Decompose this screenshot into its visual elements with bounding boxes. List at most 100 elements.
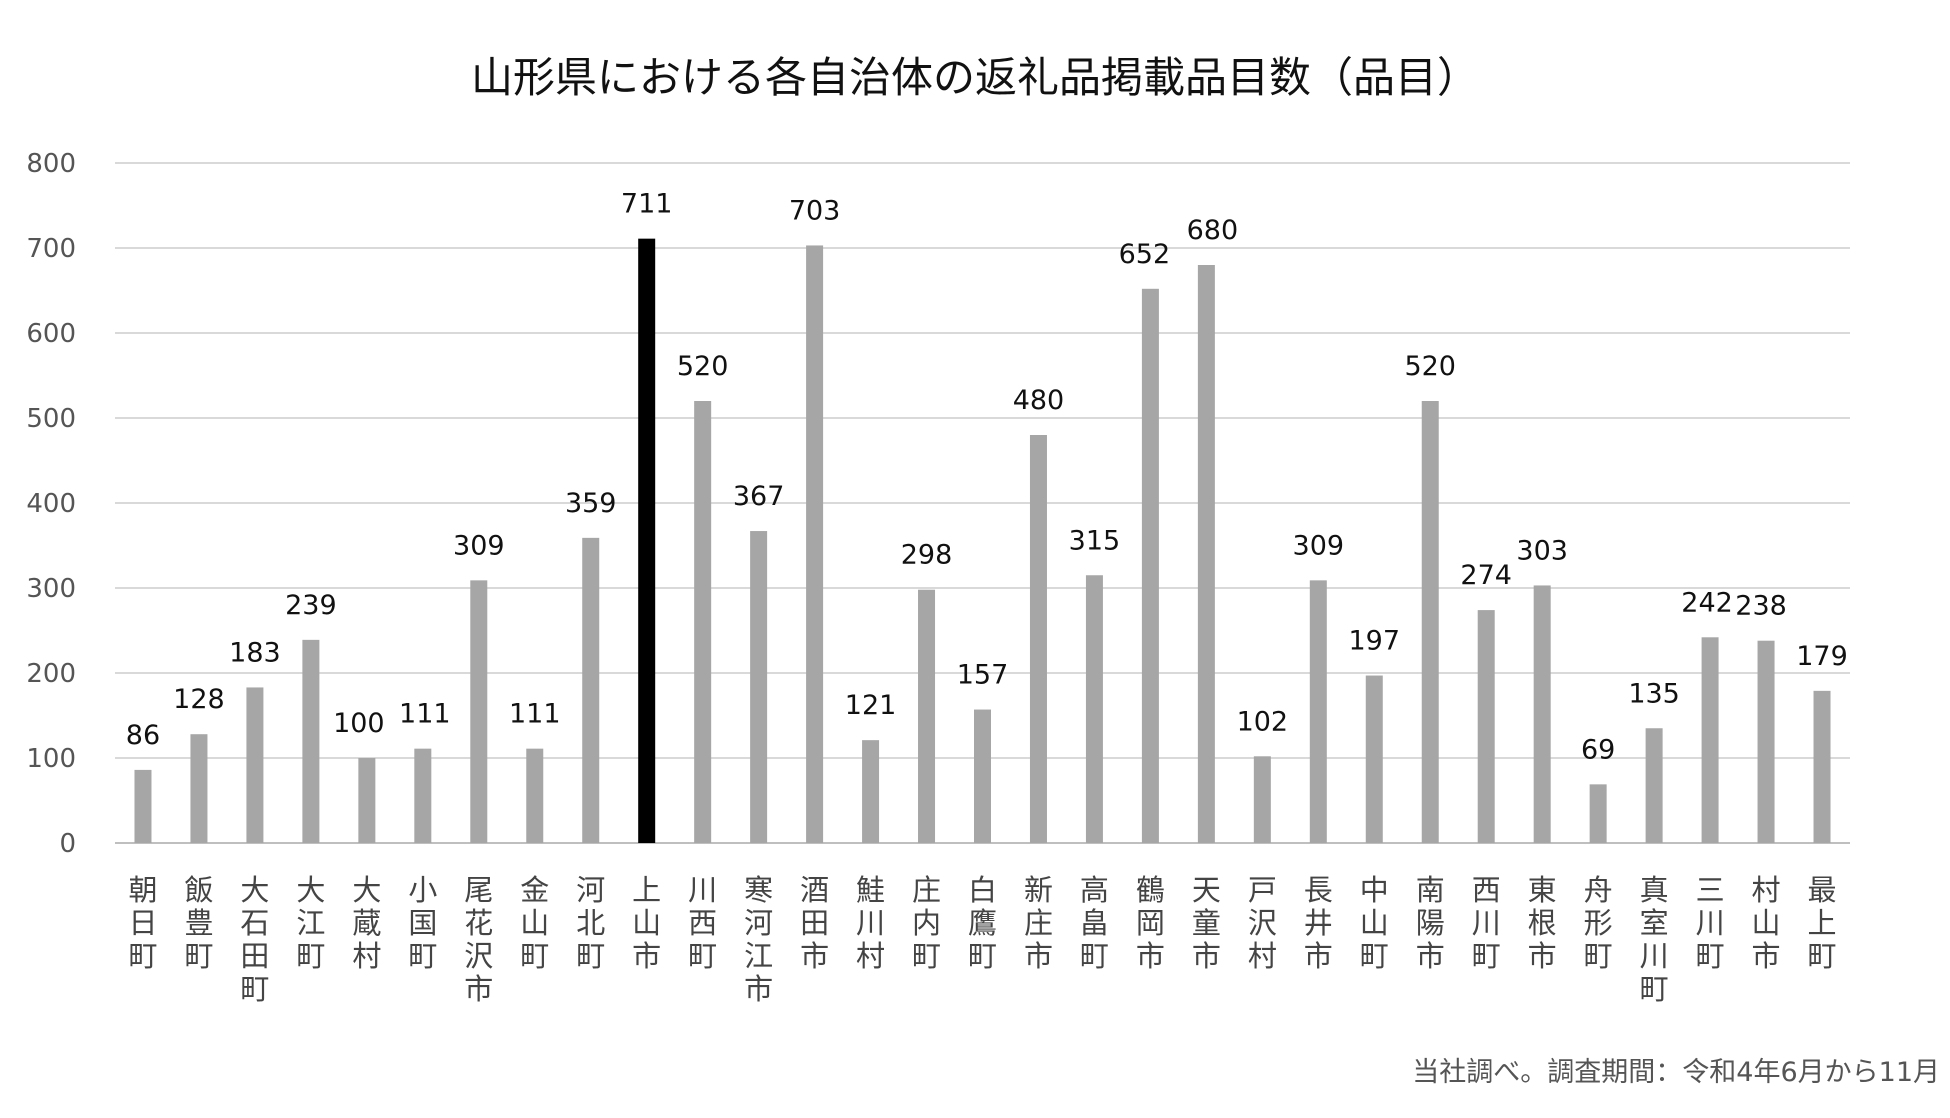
category-label-char: 戸 xyxy=(1248,873,1277,907)
bar-東根市 xyxy=(1533,585,1551,843)
category-label-char: 三 xyxy=(1696,873,1725,907)
category-label-char: 町 xyxy=(968,939,997,973)
y-tick-label: 300 xyxy=(26,574,76,604)
category-label-char: 鷹 xyxy=(968,906,997,940)
bar-戸沢村 xyxy=(1253,756,1271,843)
category-label-char: 町 xyxy=(1696,939,1725,973)
category-label-char: 鮭 xyxy=(856,873,885,907)
category-label-char: 岡 xyxy=(1136,906,1165,940)
category-label-char: 町 xyxy=(184,939,213,973)
bar-寒河江市 xyxy=(750,531,768,843)
y-tick-label: 700 xyxy=(26,234,76,264)
bar-庄内町 xyxy=(918,589,936,843)
bar-村山市 xyxy=(1757,640,1775,843)
y-tick-label: 500 xyxy=(26,404,76,434)
category-label-char: 北 xyxy=(576,906,605,940)
category-label-char: 町 xyxy=(128,939,157,973)
category-label-char: 町 xyxy=(296,939,325,973)
category-label-char: 東 xyxy=(1528,873,1557,907)
data-label: 111 xyxy=(509,699,561,730)
data-label: 298 xyxy=(901,540,953,571)
data-label: 480 xyxy=(1013,385,1065,416)
category-label-char: 天 xyxy=(1192,873,1221,907)
data-label: 520 xyxy=(677,351,729,382)
y-tick-label: 400 xyxy=(26,489,76,519)
data-label: 135 xyxy=(1628,678,1680,709)
data-label: 121 xyxy=(845,690,897,721)
category-label-char: 井 xyxy=(1304,906,1333,940)
data-label: 128 xyxy=(173,684,225,715)
data-label: 652 xyxy=(1119,239,1171,270)
bar-上山市 xyxy=(638,238,656,843)
category-label-char: 町 xyxy=(576,939,605,973)
bar-新庄市 xyxy=(1029,435,1047,843)
category-label-char: 町 xyxy=(688,939,717,973)
category-label-char: 町 xyxy=(1640,972,1669,1006)
category-label-char: 町 xyxy=(520,939,549,973)
category-label-char: 上 xyxy=(1808,906,1837,940)
category-label-char: 町 xyxy=(1584,939,1613,973)
category-label-char: 市 xyxy=(1192,939,1221,973)
category-label-char: 金 xyxy=(520,873,549,907)
category-label-char: 小 xyxy=(408,873,437,907)
bars xyxy=(134,238,1831,843)
category-label-char: 市 xyxy=(1752,939,1781,973)
category-label-char: 市 xyxy=(1024,939,1053,973)
chart-title: 山形県における各自治体の返礼品掲載品目数（品目） xyxy=(470,53,1479,102)
category-labels: 朝日町飯豊町大石田町大江町大蔵村小国町尾花沢市金山町河北町上山市川西町寒河江市酒… xyxy=(128,873,1836,1006)
category-label-char: 山 xyxy=(1752,906,1781,940)
category-label-char: 新 xyxy=(1024,873,1053,907)
category-label-char: 真 xyxy=(1640,873,1669,907)
bar-最上町 xyxy=(1813,690,1831,843)
bar-尾花沢市 xyxy=(470,580,488,843)
data-label: 274 xyxy=(1460,560,1512,591)
data-label: 359 xyxy=(565,488,617,519)
category-label-char: 市 xyxy=(744,972,773,1006)
source-note: 当社調べ。調査期間：令和4年6月から11月 xyxy=(1412,1057,1940,1088)
category-label-char: 町 xyxy=(1472,939,1501,973)
category-label-char: 河 xyxy=(576,873,605,907)
data-label: 102 xyxy=(1237,706,1289,737)
y-axis-ticks: 0 100 200 300 400 500 600 700 800 xyxy=(26,149,76,859)
bar-南陽市 xyxy=(1421,401,1439,843)
data-label: 86 xyxy=(126,720,160,751)
data-label: 239 xyxy=(285,590,337,621)
category-label-char: 日 xyxy=(128,906,157,940)
category-label-char: 市 xyxy=(464,972,493,1006)
bar-舟形町 xyxy=(1589,784,1607,843)
bar-大蔵村 xyxy=(358,758,376,843)
category-label-char: 大 xyxy=(352,873,381,907)
category-label-char: 石 xyxy=(240,906,269,940)
category-label-char: 町 xyxy=(1808,939,1837,973)
category-label-char: 市 xyxy=(1304,939,1333,973)
data-label: 100 xyxy=(333,708,385,739)
category-label-char: 長 xyxy=(1304,873,1333,907)
category-label-char: 西 xyxy=(688,906,717,940)
category-label-char: 川 xyxy=(1472,906,1501,940)
category-label-char: 形 xyxy=(1584,906,1613,940)
category-label-char: 江 xyxy=(296,906,325,940)
data-label: 703 xyxy=(789,195,841,226)
data-label: 242 xyxy=(1681,587,1733,618)
category-label-char: 大 xyxy=(240,873,269,907)
category-label-char: 舟 xyxy=(1584,873,1613,907)
category-label-char: 町 xyxy=(912,939,941,973)
data-label: 309 xyxy=(1293,530,1345,561)
category-label-char: 市 xyxy=(632,939,661,973)
category-label-char: 沢 xyxy=(464,939,493,973)
bar-朝日町 xyxy=(134,769,152,843)
data-label: 238 xyxy=(1735,591,1787,622)
category-label-char: 村 xyxy=(352,939,381,973)
category-label-char: 江 xyxy=(744,939,773,973)
category-label-char: 山 xyxy=(632,906,661,940)
y-tick-label: 200 xyxy=(26,659,76,689)
category-label-char: 酒 xyxy=(800,873,829,907)
bar-金山町 xyxy=(526,748,544,843)
bar-鶴岡市 xyxy=(1141,288,1159,843)
bar-天童市 xyxy=(1197,265,1215,843)
y-tick-label: 100 xyxy=(26,744,76,774)
data-label: 157 xyxy=(957,660,1009,691)
category-label-char: 市 xyxy=(1528,939,1557,973)
category-label-char: 山 xyxy=(520,906,549,940)
